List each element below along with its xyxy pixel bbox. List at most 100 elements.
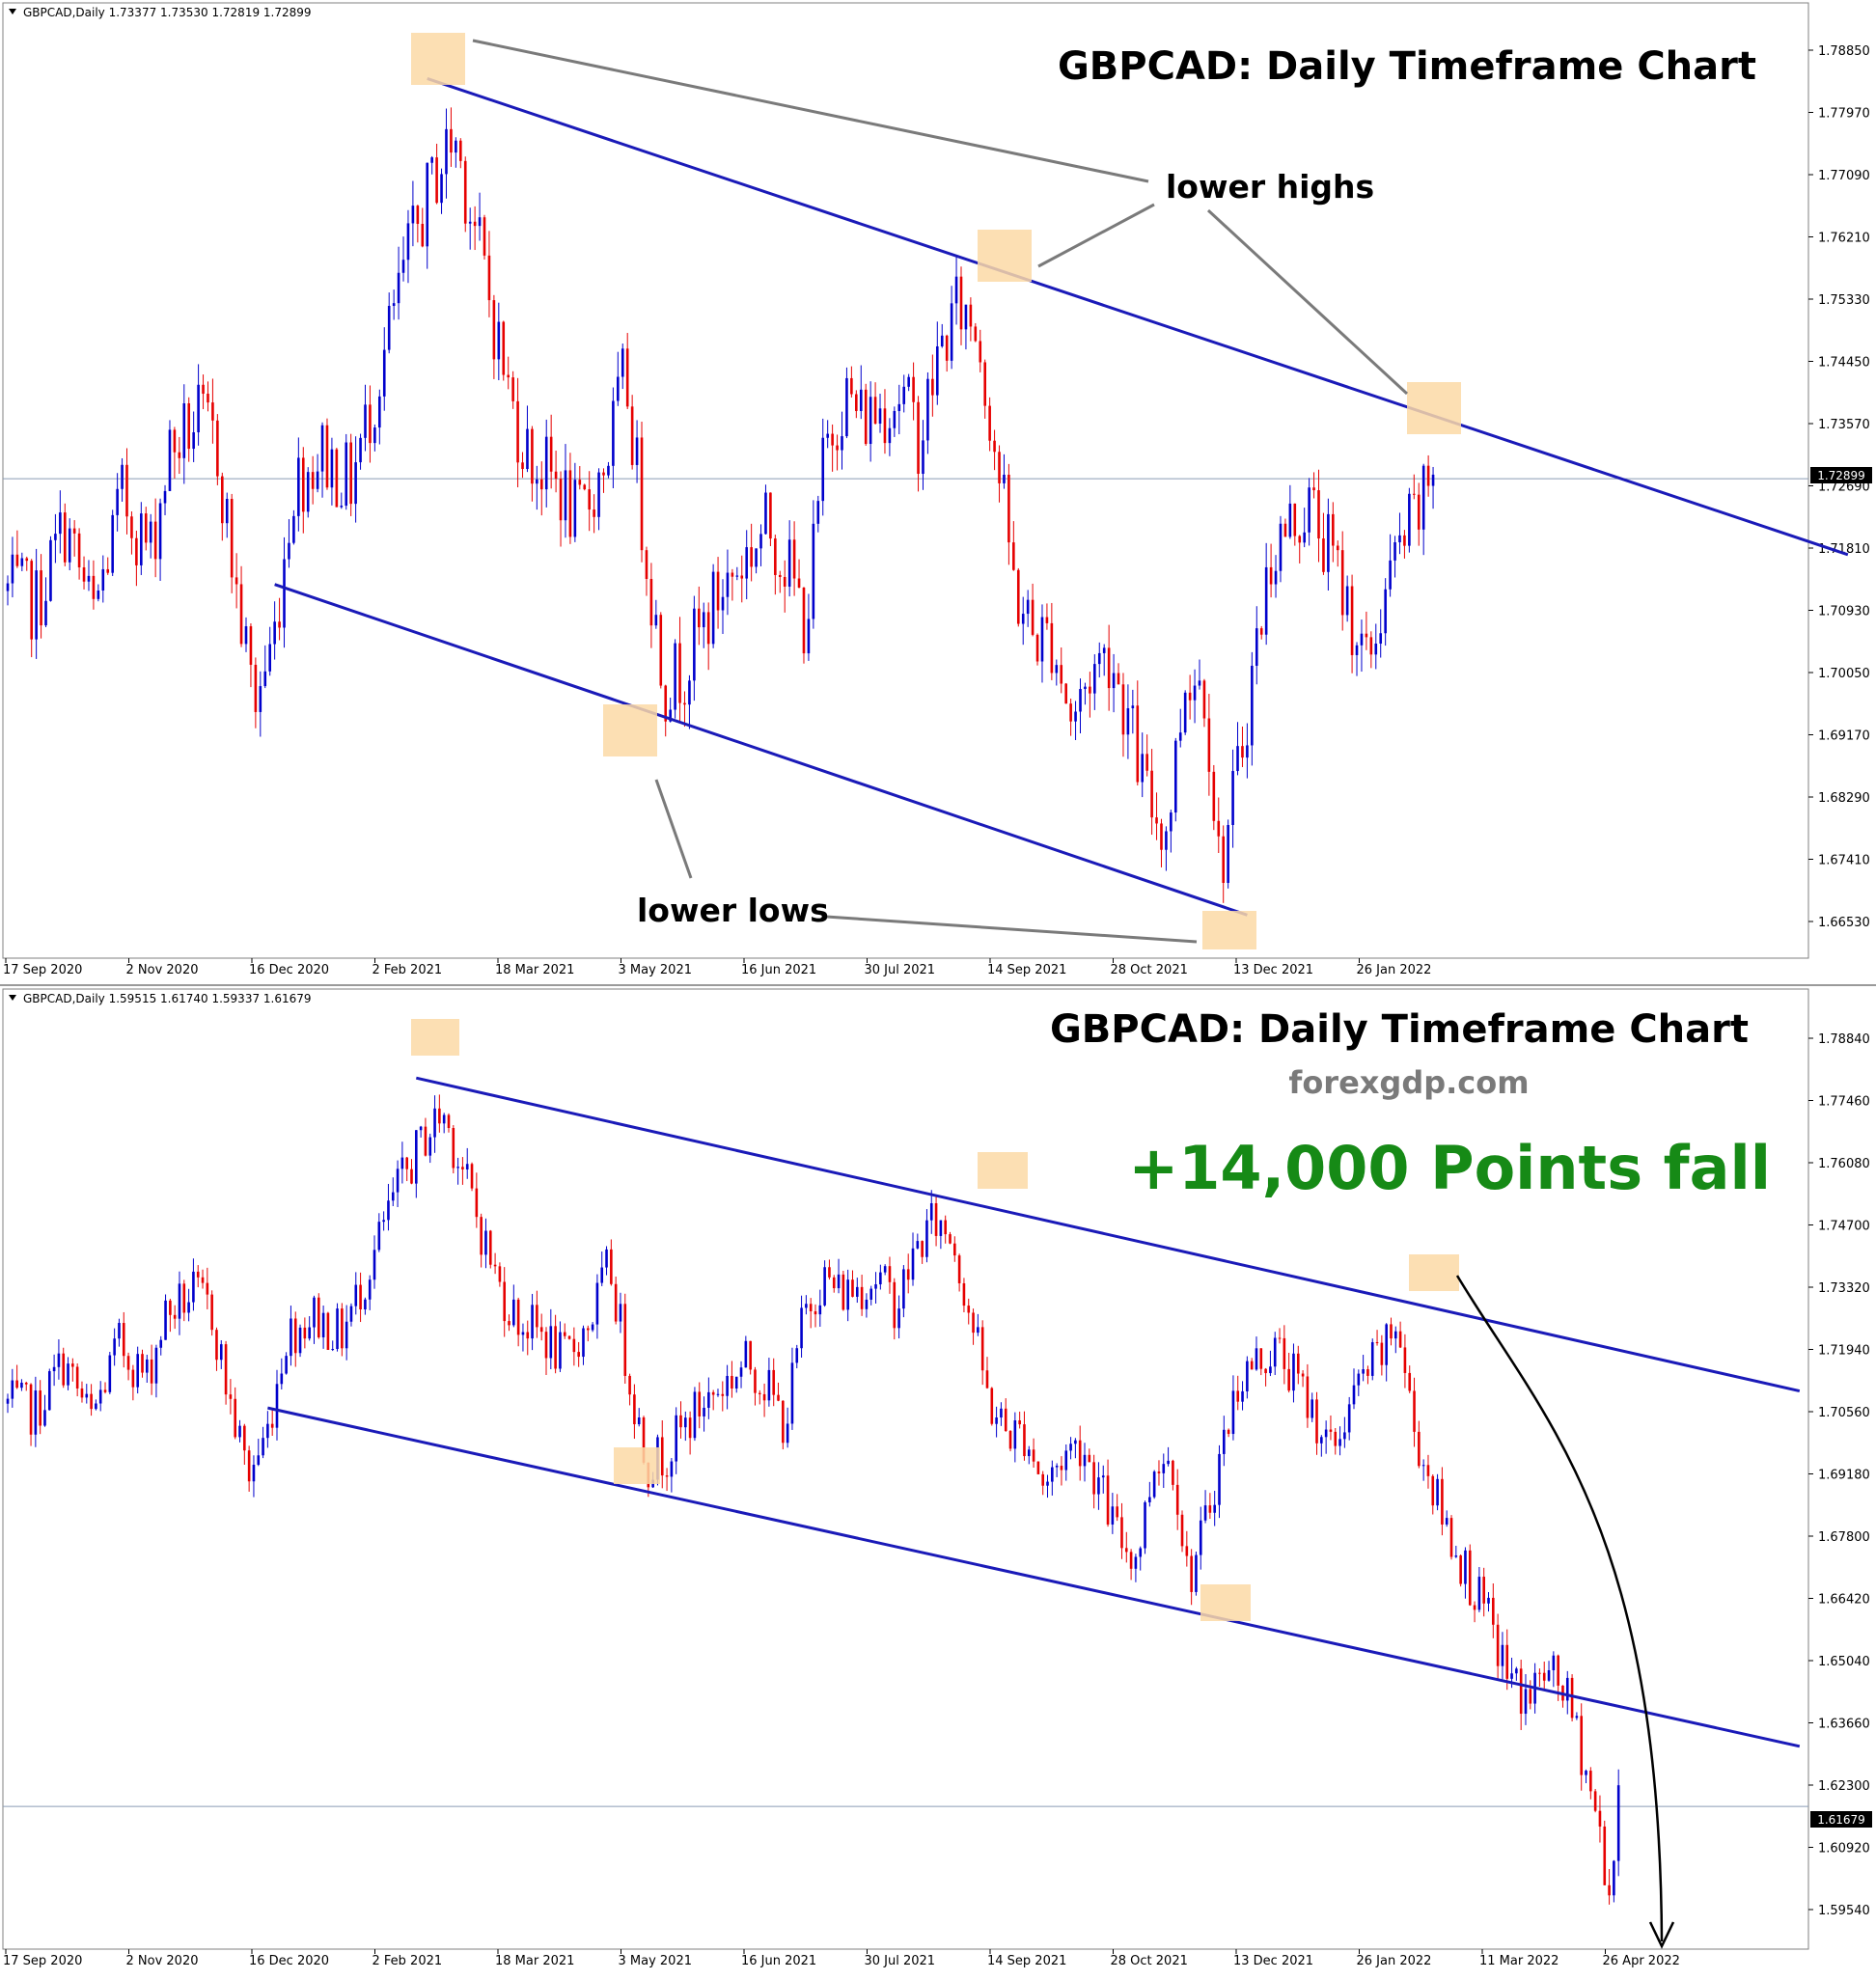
- candle-body: [331, 1348, 335, 1350]
- candle-body: [192, 1271, 195, 1303]
- candle-body: [1136, 705, 1140, 783]
- candle-body: [1165, 831, 1168, 850]
- candle-body: [698, 1391, 702, 1416]
- candle-body: [1084, 686, 1087, 690]
- candle-body: [158, 503, 162, 560]
- candle-body: [591, 1324, 594, 1331]
- candle-body: [330, 449, 334, 488]
- candle-body: [447, 1114, 451, 1129]
- candle-body: [488, 1230, 492, 1265]
- candle-body: [1036, 1461, 1040, 1474]
- candle-body: [1269, 566, 1273, 585]
- candle-body: [211, 402, 214, 421]
- candle-body: [1519, 1668, 1523, 1715]
- candle-body: [24, 1382, 28, 1385]
- candle-body: [669, 709, 672, 722]
- candle-body: [564, 470, 567, 521]
- headline-points-fall: +14,000 Points fall: [1128, 1133, 1771, 1203]
- candle-body: [1064, 1450, 1068, 1471]
- y-tick-label: 1.74450: [1818, 356, 1870, 371]
- candle-body: [252, 1465, 256, 1482]
- candle-body: [812, 523, 815, 619]
- candle-body: [262, 1438, 264, 1456]
- candle-body: [1088, 1454, 1091, 1463]
- candle-body: [772, 1369, 776, 1395]
- candle-body: [865, 1299, 869, 1309]
- candle-body: [1389, 560, 1392, 590]
- candle-body: [649, 578, 653, 626]
- candle-body: [972, 1312, 975, 1334]
- candle-body: [49, 539, 52, 601]
- candle-body: [1093, 664, 1096, 694]
- candle-body: [1501, 1644, 1504, 1666]
- candle-body: [1041, 1473, 1045, 1486]
- candle-body: [473, 221, 477, 227]
- candle-body: [1246, 745, 1249, 758]
- candle-body: [131, 1369, 135, 1388]
- candle-body: [1557, 1655, 1559, 1686]
- candle-body: [1223, 1429, 1226, 1454]
- candle-body: [285, 1356, 288, 1374]
- candle-body: [11, 554, 14, 584]
- candle-body: [1050, 622, 1054, 674]
- plot-frame: [2, 2, 1809, 959]
- candle-body: [263, 671, 267, 687]
- candle-body: [335, 449, 339, 508]
- candle-body: [15, 554, 19, 566]
- y-tick-label: 1.78850: [1818, 44, 1870, 59]
- candle-body: [1255, 1348, 1258, 1370]
- candle-body: [1218, 1453, 1221, 1505]
- highlight-box: [1200, 1584, 1251, 1621]
- candle-body: [440, 174, 443, 204]
- candle-body: [306, 472, 310, 512]
- candle-body: [80, 1388, 84, 1398]
- candle-body: [617, 376, 620, 401]
- candle-body: [878, 408, 882, 425]
- candle-body: [759, 534, 762, 549]
- candle-body: [544, 436, 548, 490]
- candle-body: [977, 1327, 979, 1334]
- candle-body: [221, 476, 224, 524]
- candle-body: [802, 587, 806, 654]
- candle-body: [1102, 647, 1106, 653]
- candle-body: [459, 140, 462, 161]
- candle-body: [63, 512, 67, 563]
- x-tick-label: 16 Dec 2020: [249, 963, 329, 977]
- candle-body: [980, 1327, 984, 1371]
- candle-body: [229, 1394, 233, 1399]
- candle-body: [1343, 1432, 1346, 1440]
- candle-body: [640, 437, 644, 551]
- x-tick-label: 28 Oct 2021: [1111, 1954, 1188, 1968]
- candle-body: [512, 1299, 515, 1326]
- candle-body: [526, 1332, 530, 1339]
- candle-body: [1259, 628, 1263, 635]
- x-tick-label: 17 Sep 2020: [3, 963, 82, 977]
- y-tick-label: 1.78840: [1818, 1032, 1870, 1047]
- candle-body: [216, 420, 219, 477]
- candle-body: [859, 389, 863, 411]
- highlight-box: [1202, 911, 1256, 949]
- candle-body: [298, 1327, 302, 1354]
- candle-body: [225, 499, 229, 524]
- candle-body: [988, 405, 991, 441]
- chart-header: GBPCAD,Daily 1.73377 1.73530 1.72819 1.7…: [23, 6, 312, 19]
- candle-body: [445, 128, 448, 175]
- candle-body: [934, 1202, 938, 1236]
- candle-body: [480, 1217, 483, 1255]
- annotation-line: [472, 39, 1149, 183]
- candle-body: [116, 488, 119, 515]
- candle-body: [745, 547, 748, 579]
- candle-body: [826, 433, 829, 438]
- plot-frame: [2, 988, 1809, 1950]
- candle-body: [97, 591, 100, 599]
- candle-body: [883, 408, 887, 444]
- y-tick-label: 1.73320: [1818, 1281, 1870, 1296]
- candle-body: [1547, 1669, 1551, 1681]
- x-tick-label: 17 Sep 2020: [3, 1954, 82, 1968]
- candle-body: [1320, 1437, 1323, 1444]
- candle-body: [234, 577, 238, 585]
- candle-body: [1589, 1771, 1592, 1792]
- candle-body: [1375, 1342, 1379, 1344]
- candle-body: [1145, 754, 1148, 771]
- candle-body: [1160, 823, 1163, 850]
